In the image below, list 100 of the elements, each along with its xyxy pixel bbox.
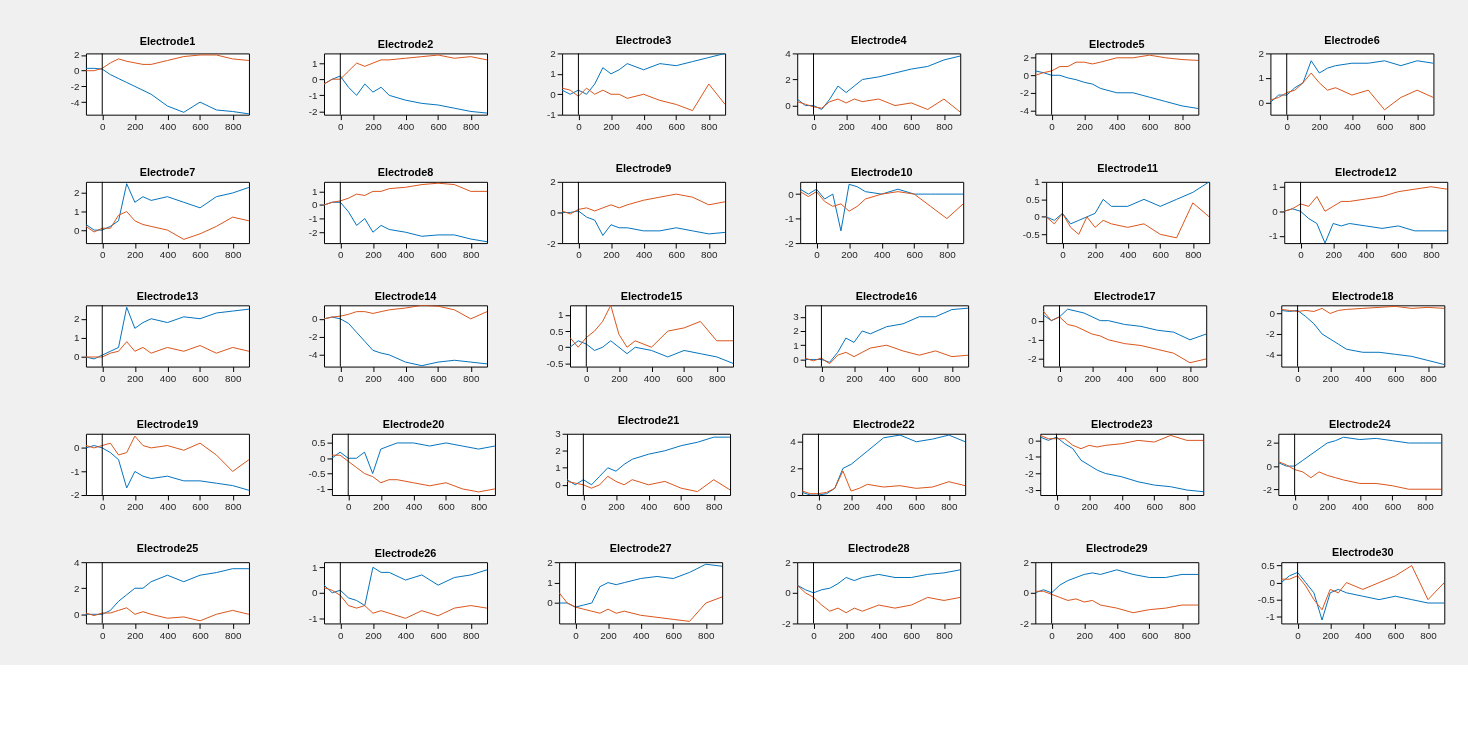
y-tick-label: 0 xyxy=(312,313,319,325)
x-tick-label: 600 xyxy=(1384,501,1402,513)
x-tick-label: 0 xyxy=(819,372,826,384)
y-tick-label: 2 xyxy=(1023,52,1029,64)
y-tick-label: 0 xyxy=(1031,315,1038,327)
y-tick-label: 0 xyxy=(1269,307,1276,319)
y-tick-label: 3 xyxy=(793,311,800,323)
x-tick-label: 800 xyxy=(1179,501,1197,513)
x-tick-label: 0 xyxy=(345,501,352,513)
x-tick-label: 200 xyxy=(1076,629,1094,641)
x-tick-label: 400 xyxy=(397,629,415,641)
x-tick-label: 200 xyxy=(1319,501,1337,513)
x-tick-label: 400 xyxy=(1116,372,1134,384)
y-tick-label: -2 xyxy=(546,237,556,249)
x-tick-label: 400 xyxy=(1109,629,1127,641)
y-tick-label: -1 xyxy=(1028,334,1037,346)
x-tick-label: 0 xyxy=(100,629,106,641)
x-tick-label: 600 xyxy=(430,249,448,261)
chart-title: Electrode27 xyxy=(609,542,672,555)
chart-title: Electrode18 xyxy=(1332,289,1394,302)
x-tick-label: 200 xyxy=(843,501,861,513)
x-tick-label: 400 xyxy=(1109,120,1127,132)
y-tick-label: 1 xyxy=(555,462,561,474)
x-tick-label: 200 xyxy=(1076,120,1094,132)
x-tick-label: 800 xyxy=(698,629,716,641)
x-tick-label: 400 xyxy=(873,249,891,261)
y-tick-label: 2 xyxy=(1023,556,1029,568)
x-tick-label: 600 xyxy=(906,249,924,261)
y-tick-label: -1 xyxy=(308,89,318,101)
y-tick-label: -1 xyxy=(784,213,794,225)
chart-title: Electrode19 xyxy=(136,418,199,431)
x-tick-label: 400 xyxy=(159,629,177,641)
chart-title: Electrode21 xyxy=(617,413,680,426)
y-tick-label: -4 xyxy=(70,96,81,108)
chart-title: Electrode7 xyxy=(139,166,196,179)
x-tick-label: 400 xyxy=(397,120,415,132)
x-tick-label: 0 xyxy=(338,120,345,132)
y-tick-label: -1 xyxy=(316,483,326,495)
x-tick-label: 800 xyxy=(936,120,954,132)
x-tick-label: 0 xyxy=(816,501,823,513)
chart-title: Electrode25 xyxy=(136,542,199,555)
y-tick-label: -4 xyxy=(308,349,319,361)
x-tick-label: 400 xyxy=(1114,501,1131,513)
x-tick-label: 0 xyxy=(1049,629,1056,641)
y-tick-label: 0 xyxy=(793,353,800,365)
x-tick-label: 600 xyxy=(192,249,210,261)
x-tick-label: 0 xyxy=(1049,120,1056,132)
chart-title: Electrode16 xyxy=(855,289,918,302)
x-tick-label: 800 xyxy=(1420,629,1438,641)
x-tick-label: 600 xyxy=(1141,629,1159,641)
y-tick-label: 4 xyxy=(785,47,792,59)
x-tick-label: 200 xyxy=(841,249,859,261)
x-tick-label: 400 xyxy=(635,120,653,132)
x-tick-label: 600 xyxy=(908,501,926,513)
x-tick-label: 800 xyxy=(944,372,962,384)
x-tick-label: 600 xyxy=(438,501,456,513)
x-tick-label: 400 xyxy=(1344,120,1362,132)
y-tick-label: 0 xyxy=(1023,69,1030,81)
x-tick-label: 200 xyxy=(373,501,391,513)
y-tick-label: 1 xyxy=(1272,181,1278,193)
chart-title: Electrode29 xyxy=(1086,542,1148,555)
x-tick-label: 0 xyxy=(1292,501,1299,513)
y-tick-label: 0.5 xyxy=(1261,560,1276,572)
y-tick-label: 0 xyxy=(312,73,319,85)
y-tick-label: 0 xyxy=(558,341,565,353)
x-tick-label: 200 xyxy=(846,372,864,384)
chart-title: Electrode3 xyxy=(615,33,672,46)
x-tick-label: 200 xyxy=(603,249,621,261)
chart-title: Electrode24 xyxy=(1329,418,1391,431)
y-tick-label: 1 xyxy=(1258,72,1264,84)
x-tick-label: 800 xyxy=(224,501,242,513)
x-tick-label: 0 xyxy=(814,249,821,261)
x-tick-label: 800 xyxy=(706,501,723,513)
x-tick-label: 0 xyxy=(100,501,106,513)
y-tick-label: -1 xyxy=(1269,230,1278,242)
y-tick-label: 0 xyxy=(555,479,562,491)
y-tick-label: 1 xyxy=(558,309,564,321)
y-tick-label: 2 xyxy=(74,582,80,594)
x-tick-label: 600 xyxy=(1152,249,1170,261)
y-tick-label: -0.5 xyxy=(1022,228,1041,240)
x-tick-label: 600 xyxy=(430,120,448,132)
y-tick-label: -2 xyxy=(70,489,80,501)
x-tick-label: 400 xyxy=(159,120,177,132)
y-tick-label: 3 xyxy=(555,428,562,440)
x-tick-label: 600 xyxy=(1387,372,1405,384)
chart-title: Electrode4 xyxy=(850,33,907,46)
y-tick-label: 0 xyxy=(74,608,81,620)
x-tick-label: 0 xyxy=(100,372,106,384)
y-tick-label: -2 xyxy=(70,80,80,92)
x-tick-label: 600 xyxy=(1149,372,1167,384)
x-tick-label: 0 xyxy=(811,629,818,641)
y-tick-label: -2 xyxy=(308,331,318,343)
x-tick-label: 200 xyxy=(600,629,618,641)
chart-title: Electrode30 xyxy=(1332,545,1394,558)
chart-title: Electrode15 xyxy=(620,289,683,302)
y-tick-label: -4 xyxy=(1266,348,1276,360)
x-tick-label: 200 xyxy=(127,249,145,261)
y-tick-label: 0 xyxy=(785,587,792,599)
y-tick-label: 0 xyxy=(547,597,554,609)
x-tick-label: 400 xyxy=(643,372,661,384)
